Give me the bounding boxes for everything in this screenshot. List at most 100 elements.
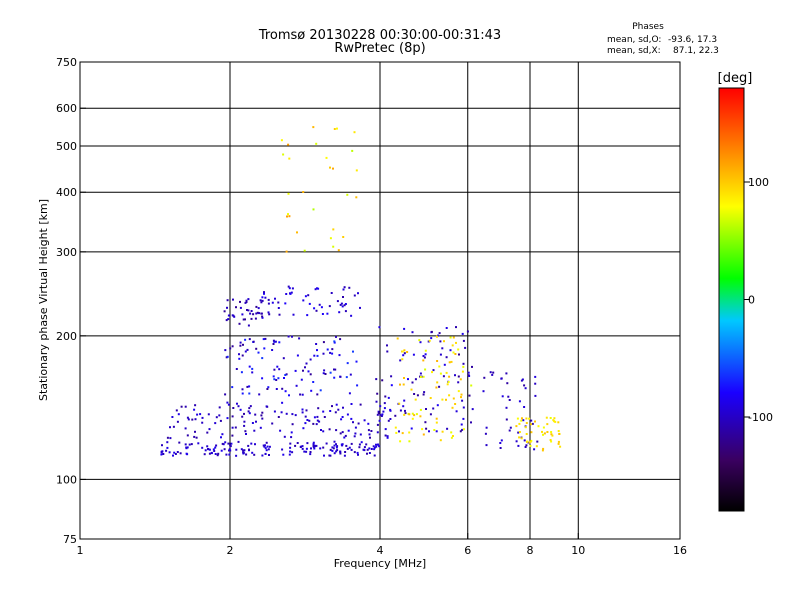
data-point [248, 448, 250, 451]
data-point [535, 445, 538, 448]
data-point [323, 416, 326, 418]
data-point [207, 413, 210, 416]
data-point [309, 451, 312, 453]
data-point [442, 375, 445, 378]
data-point [517, 431, 520, 434]
data-point [196, 413, 199, 416]
data-point [173, 451, 176, 454]
data-point [333, 444, 336, 447]
data-point [460, 423, 463, 426]
data-point [193, 435, 196, 438]
x-tick-label: 4 [377, 544, 384, 557]
data-point [518, 422, 521, 425]
data-point [452, 336, 455, 339]
data-point [398, 402, 401, 405]
data-point [284, 390, 287, 393]
data-point [316, 354, 319, 357]
data-point [186, 416, 189, 419]
data-point [194, 404, 197, 407]
data-point [243, 420, 246, 423]
data-point [267, 448, 270, 451]
data-point [184, 443, 187, 446]
data-point [489, 371, 492, 374]
data-point [274, 297, 276, 300]
data-point [305, 409, 308, 412]
data-point [462, 365, 465, 368]
data-point [445, 371, 448, 374]
data-point [267, 302, 270, 305]
data-point [464, 346, 467, 349]
data-point [326, 312, 329, 315]
data-point [302, 427, 305, 430]
data-point [422, 375, 425, 378]
data-point [419, 372, 422, 375]
data-point [348, 446, 351, 449]
data-point [404, 412, 407, 415]
data-point [438, 365, 441, 368]
data-point [419, 415, 422, 418]
data-point [212, 448, 215, 451]
data-point [312, 381, 315, 383]
data-point [508, 429, 511, 432]
data-point [536, 440, 539, 443]
data-point [281, 401, 284, 404]
data-point [216, 454, 219, 457]
data-point [190, 443, 193, 446]
data-point [343, 286, 346, 289]
data-point [215, 416, 218, 419]
data-point [351, 149, 354, 152]
data-point [377, 410, 380, 413]
data-point [537, 425, 540, 428]
data-point [310, 447, 312, 450]
data-point [359, 403, 362, 406]
data-point [452, 397, 455, 400]
data-point [308, 302, 311, 305]
data-point [325, 442, 328, 445]
data-point [460, 393, 463, 396]
data-point [419, 408, 422, 411]
data-point [288, 287, 291, 290]
data-point [387, 396, 390, 399]
data-point [184, 405, 187, 408]
data-point [407, 378, 409, 381]
data-point [546, 431, 549, 433]
data-point [219, 419, 222, 422]
data-point [559, 445, 562, 448]
data-point [261, 411, 264, 414]
data-point [550, 431, 553, 433]
data-point [421, 428, 424, 431]
data-point [485, 444, 488, 447]
data-point [169, 437, 172, 440]
data-point [467, 374, 470, 377]
data-point [235, 448, 238, 451]
data-point [306, 442, 309, 445]
data-point [317, 287, 320, 290]
data-point [323, 454, 325, 457]
data-point [301, 447, 304, 450]
data-point [557, 442, 560, 445]
data-point [466, 330, 469, 333]
data-point [344, 451, 347, 453]
data-point [188, 443, 191, 446]
data-point [521, 417, 523, 420]
data-point [425, 427, 428, 430]
data-point [299, 393, 302, 396]
data-point [336, 127, 338, 130]
data-point [545, 416, 548, 419]
data-point [333, 128, 336, 130]
data-point [428, 430, 430, 433]
data-point [412, 353, 415, 356]
data-point [224, 349, 227, 352]
data-point [322, 372, 325, 375]
data-point [335, 446, 338, 449]
data-point [435, 421, 438, 424]
data-point [375, 400, 378, 403]
data-point [430, 330, 433, 333]
data-point [253, 453, 256, 456]
data-point [438, 332, 441, 335]
data-point [363, 446, 366, 449]
data-point [255, 305, 258, 308]
data-point [231, 345, 234, 348]
data-point [358, 443, 361, 446]
